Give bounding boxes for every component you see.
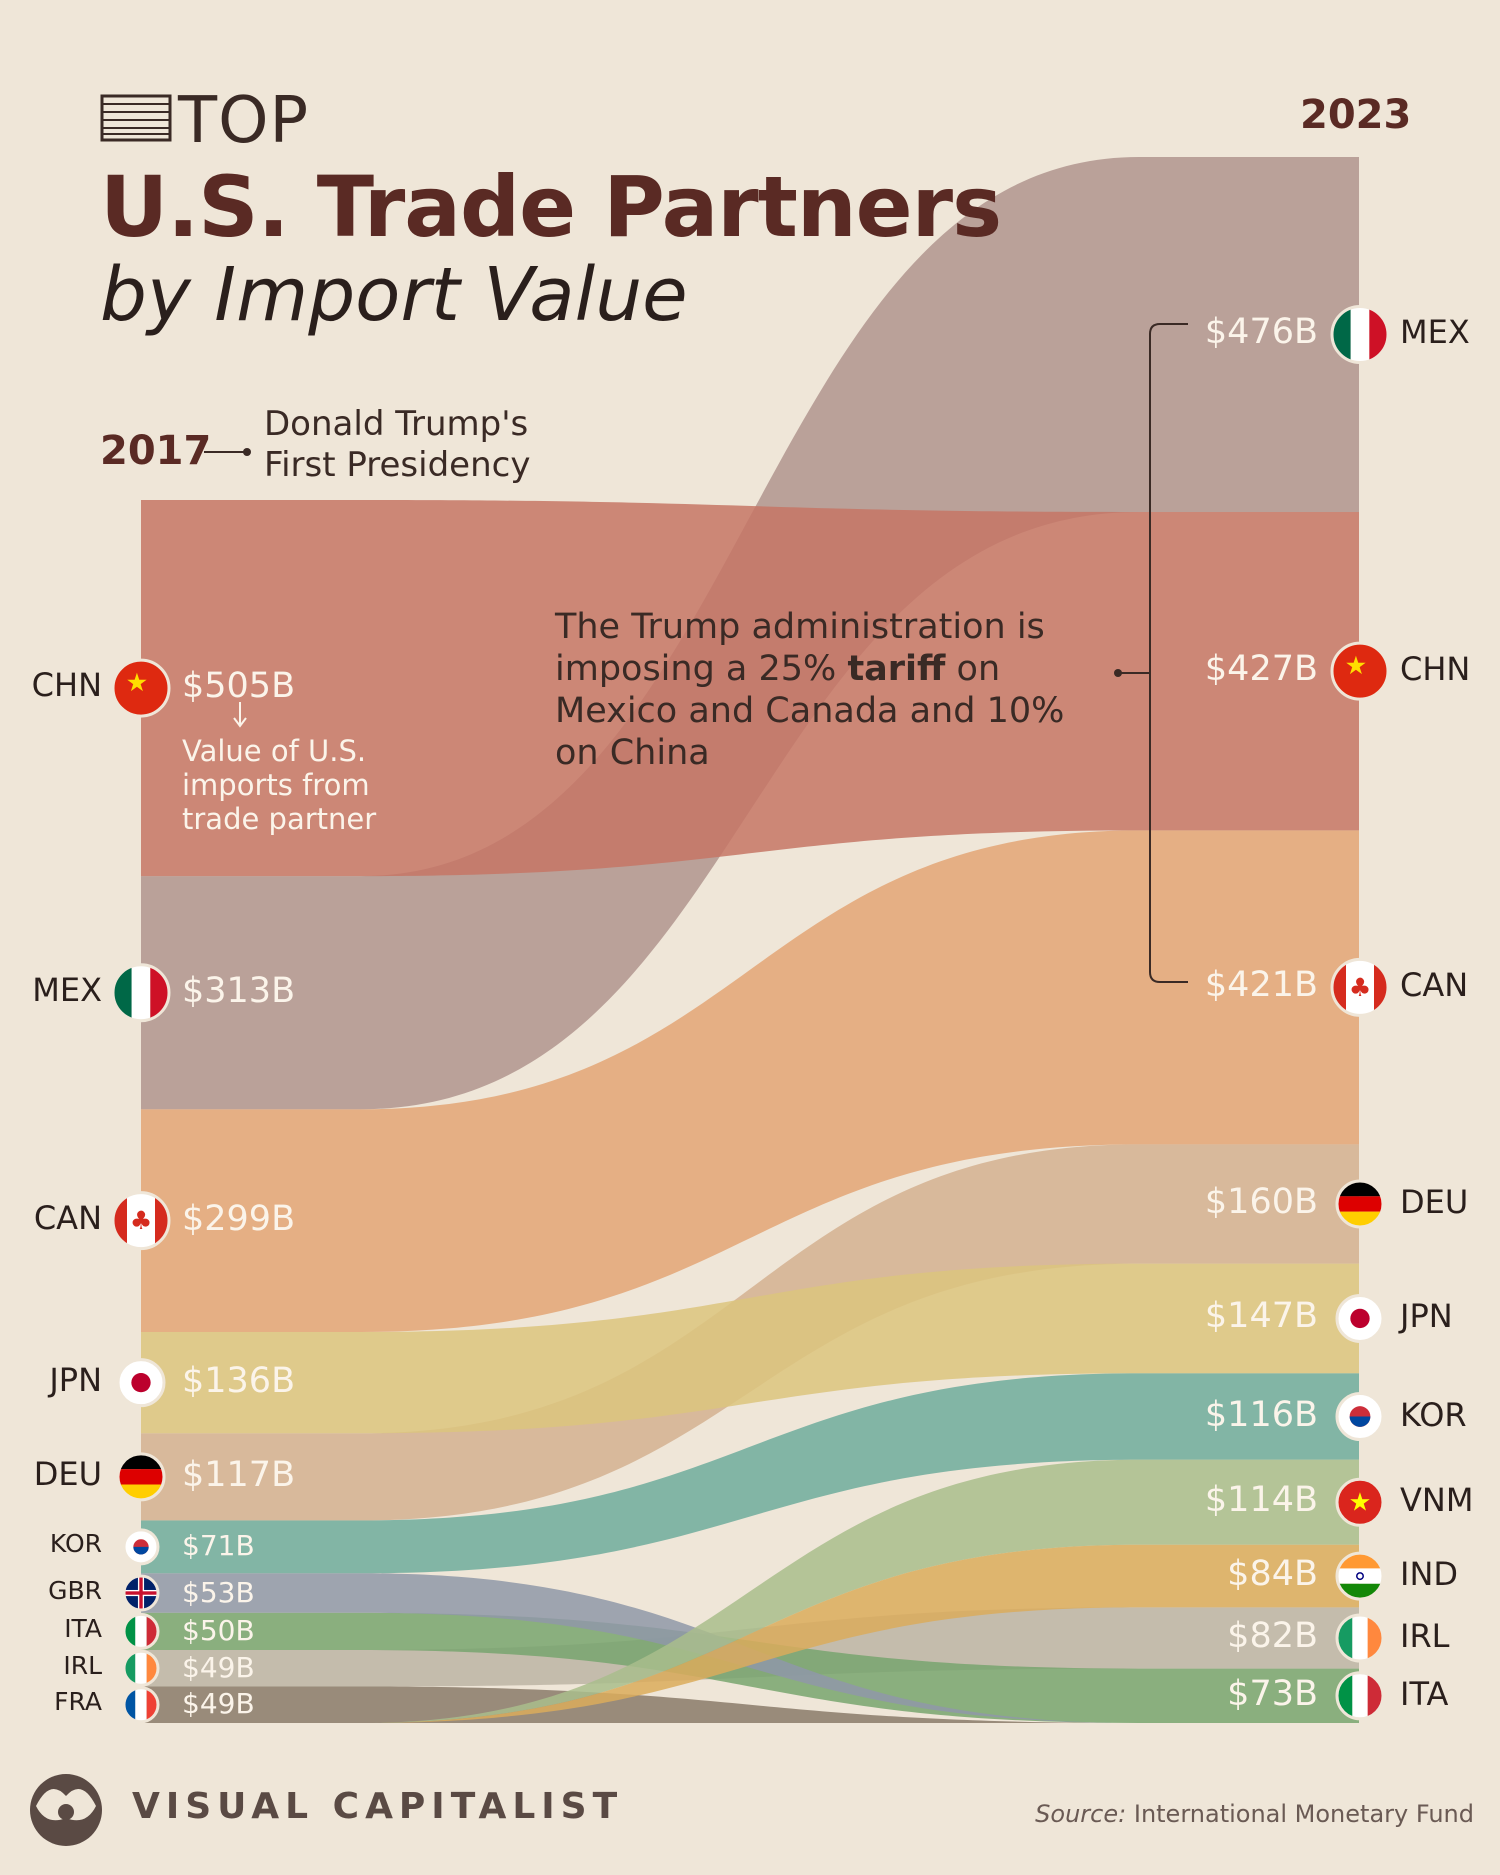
left-flag-can-icon: ♣ (111, 1191, 171, 1251)
left-value-mex: $313B (182, 971, 296, 1011)
right-code-chn: CHN (1400, 650, 1471, 689)
right-value-mex: $476B (1204, 312, 1318, 353)
left-code-ita: ITA (64, 1614, 102, 1644)
left-flag-mex-icon (111, 963, 171, 1023)
left-value-ita: $50B (182, 1614, 255, 1648)
explainer-arrow (233, 702, 247, 728)
right-code-ind: IND (1400, 1555, 1459, 1594)
svg-text:♣: ♣ (130, 1206, 153, 1235)
right-flag-can-icon: ♣ (1330, 957, 1390, 1017)
tariff-bracket (1114, 323, 1188, 983)
source-note: Source: International Monetary Fund (1035, 1800, 1474, 1828)
right-value-ind: $84B (1227, 1554, 1318, 1595)
right-flag-mex-icon (1330, 304, 1390, 364)
left-value-irl: $49B (182, 1650, 255, 1684)
flow-band-kor (141, 1373, 1359, 1574)
left-flag-fra-icon (122, 1686, 160, 1724)
right-value-chn: $427B (1204, 649, 1318, 690)
right-code-irl: IRL (1400, 1616, 1450, 1655)
flow-band-jpn (141, 1263, 1359, 1434)
right-flag-vnm-icon: ★ (1335, 1477, 1385, 1527)
year-left: 2017 (100, 428, 212, 474)
svg-text:★: ★ (1349, 1487, 1372, 1516)
svg-text:★: ★ (1345, 651, 1368, 680)
right-code-jpn: JPN (1400, 1297, 1453, 1336)
presidency-note: Donald Trump's First Presidency (264, 404, 531, 485)
left-code-jpn: JPN (49, 1360, 102, 1399)
left-value-jpn: $136B (182, 1360, 296, 1401)
left-value-gbr: $53B (182, 1575, 255, 1609)
title-top: TOP (178, 84, 310, 158)
left-flag-jpn-icon (116, 1358, 166, 1408)
us-flag-icon (100, 94, 172, 142)
right-value-ita: $73B (1227, 1673, 1318, 1714)
tariff-note: The Trump administration is imposing a 2… (555, 607, 1065, 773)
brand-name: VISUAL CAPITALIST (132, 1786, 624, 1827)
right-flag-kor-icon (1335, 1392, 1385, 1442)
left-flag-irl-icon (122, 1649, 160, 1687)
right-code-kor: KOR (1400, 1395, 1467, 1434)
right-flag-ita-icon (1335, 1671, 1385, 1721)
left-value-chn: $505B (182, 666, 296, 707)
left-code-can: CAN (33, 1198, 102, 1237)
svg-text:★: ★ (126, 668, 149, 697)
right-value-jpn: $147B (1204, 1296, 1318, 1337)
left-value-kor: $71B (182, 1529, 255, 1563)
flow-band-vnm (141, 1459, 1359, 1723)
left-flag-deu-icon (116, 1452, 166, 1502)
right-value-can: $421B (1204, 965, 1318, 1006)
left-code-gbr: GBR (48, 1575, 102, 1605)
left-code-chn: CHN (31, 666, 102, 705)
left-flag-gbr-icon (122, 1574, 160, 1612)
left-value-can: $299B (182, 1198, 296, 1239)
left-flag-ita-icon (122, 1612, 160, 1650)
flow-band-ind (141, 1544, 1359, 1723)
left-code-deu: DEU (33, 1455, 102, 1494)
right-value-deu: $160B (1204, 1181, 1318, 1222)
right-code-ita: ITA (1400, 1674, 1449, 1713)
page-subtitle: by Import Value (100, 252, 688, 338)
left-code-irl: IRL (63, 1650, 102, 1680)
right-flag-ind-icon (1335, 1551, 1385, 1601)
right-flag-deu-icon (1335, 1179, 1385, 1229)
right-code-deu: DEU (1400, 1182, 1469, 1221)
right-value-kor: $116B (1204, 1394, 1318, 1435)
year-pointer (204, 448, 251, 456)
left-value-deu: $117B (182, 1455, 296, 1496)
left-flag-kor-icon (122, 1528, 160, 1566)
right-code-vnm: VNM (1400, 1481, 1474, 1520)
right-value-vnm: $114B (1204, 1480, 1318, 1521)
year-right: 2023 (1300, 92, 1412, 138)
left-value-fra: $49B (182, 1687, 255, 1721)
right-flag-jpn-icon (1335, 1293, 1385, 1343)
right-flag-irl-icon (1335, 1613, 1385, 1663)
right-flag-chn-icon: ★ (1330, 641, 1390, 701)
svg-text:♣: ♣ (1349, 973, 1372, 1002)
flow-band-chn (141, 500, 1359, 877)
right-code-mex: MEX (1400, 313, 1470, 352)
left-flag-chn-icon: ★ (111, 658, 171, 718)
right-code-can: CAN (1400, 966, 1469, 1005)
page-title: U.S. Trade Partners (100, 158, 1002, 256)
value-explainer: Value of U.S. imports from trade partner (182, 734, 377, 836)
left-code-fra: FRA (54, 1687, 102, 1717)
tariff-note-bold: tariff (847, 649, 946, 689)
right-value-irl: $82B (1227, 1615, 1318, 1656)
left-code-kor: KOR (49, 1529, 102, 1559)
left-code-mex: MEX (32, 971, 102, 1009)
flow-band-fra (141, 1686, 1359, 1723)
flow-band-can (141, 830, 1359, 1332)
visual-capitalist-logo-icon (30, 1774, 102, 1846)
